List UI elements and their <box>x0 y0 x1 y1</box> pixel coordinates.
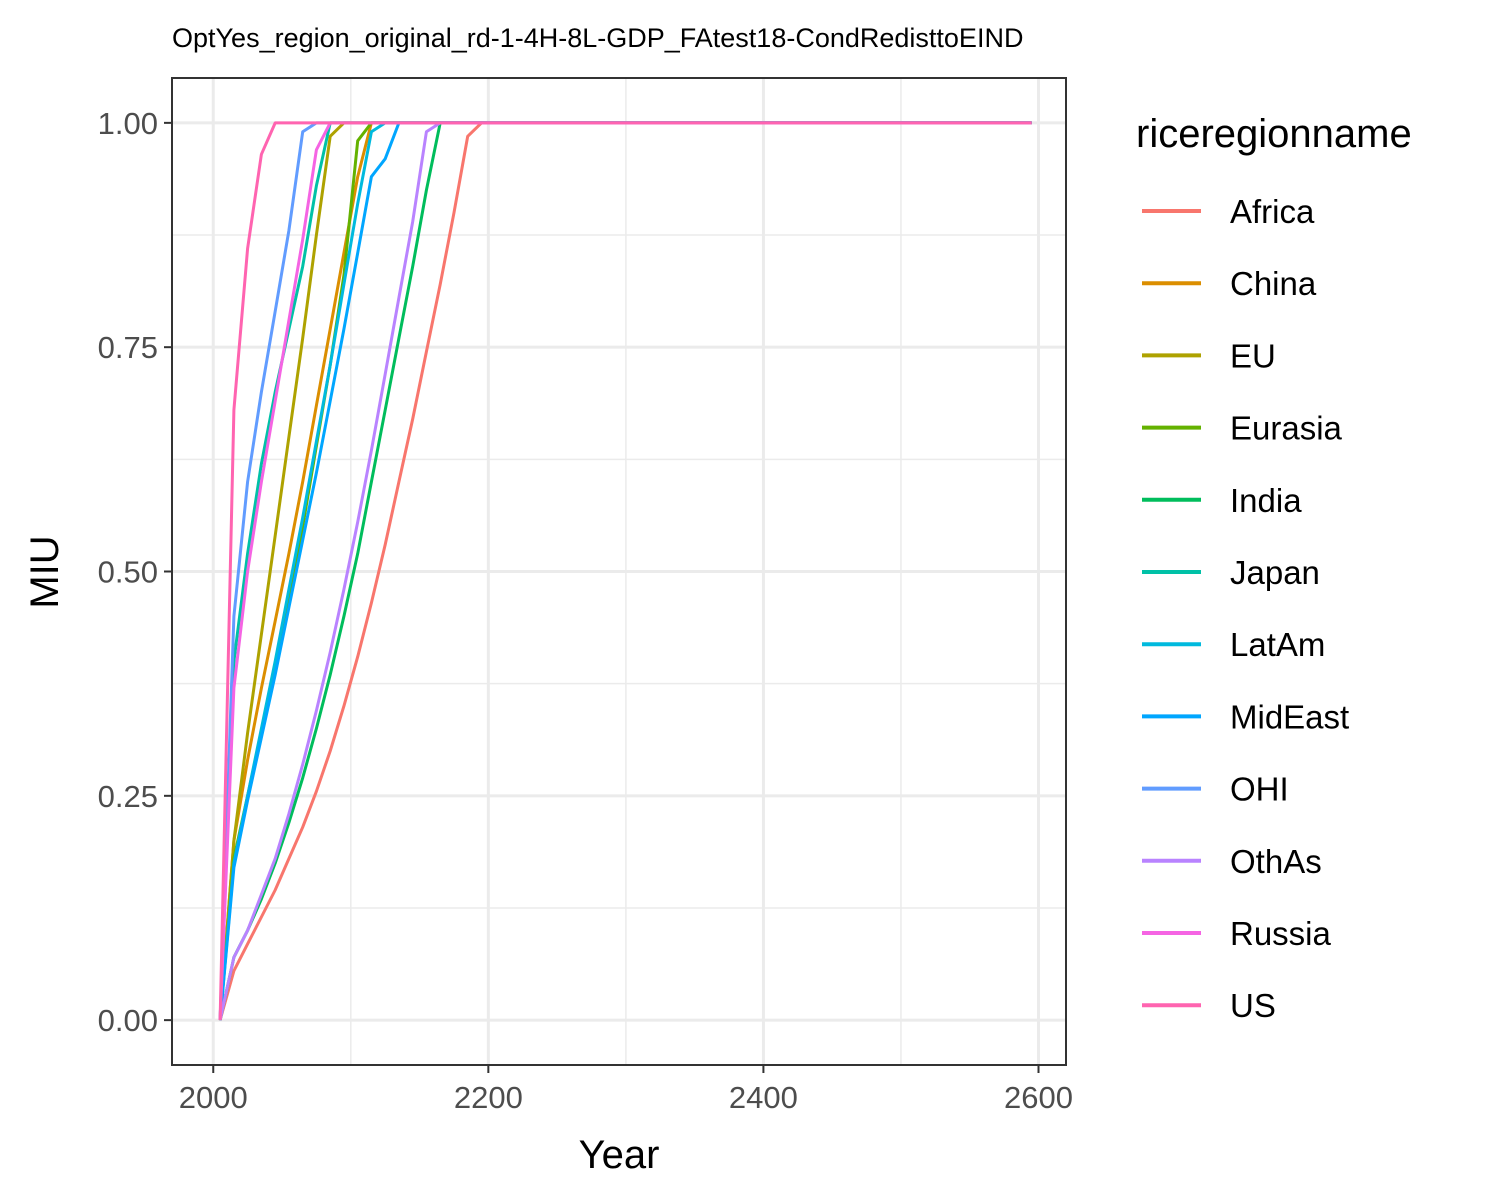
legend-item-china: China <box>1142 265 1317 302</box>
x-tick-label: 2000 <box>179 1080 248 1115</box>
y-axis: 0.00 0.25 0.50 0.75 1.00 <box>98 106 172 1038</box>
legend-item-india: India <box>1142 482 1302 519</box>
series-line-othas <box>218 121 1032 1021</box>
legend-label: EU <box>1230 337 1276 374</box>
legend-label: Russia <box>1230 915 1332 952</box>
legend-item-latam: LatAm <box>1142 626 1325 663</box>
legend-label: Eurasia <box>1230 410 1343 447</box>
x-tick-label: 2200 <box>454 1080 523 1115</box>
y-tick-label: 0.75 <box>98 330 158 365</box>
y-tick-label: 0.50 <box>98 555 158 590</box>
legend-label: LatAm <box>1230 626 1325 663</box>
series-line-us <box>218 121 1032 1021</box>
legend-label: OthAs <box>1230 843 1322 880</box>
legend-item-russia: Russia <box>1142 915 1332 952</box>
legend-item-eu: EU <box>1142 337 1276 374</box>
y-tick-label: 0.00 <box>98 1003 158 1038</box>
series-line-russia <box>218 121 1032 1021</box>
legend-item-ohi: OHI <box>1142 771 1289 808</box>
legend: Africa China EU Eurasia India Japan LatAm MidEa… <box>1142 193 1349 1024</box>
legend-label: OHI <box>1230 771 1289 808</box>
legend-item-japan: Japan <box>1142 554 1320 591</box>
legend-title: riceregionname <box>1136 112 1412 156</box>
x-axis-title: Year <box>579 1133 660 1177</box>
legend-item-eurasia: Eurasia <box>1142 410 1343 447</box>
y-tick-label: 0.25 <box>98 779 158 814</box>
legend-item-africa: Africa <box>1142 193 1315 230</box>
y-tick-label: 1.00 <box>98 106 158 141</box>
series-line-africa <box>218 121 1032 1021</box>
series-line-mideast <box>218 121 1032 1021</box>
y-axis-title: MIU <box>23 535 67 608</box>
legend-label: China <box>1230 265 1317 302</box>
legend-label: US <box>1230 987 1276 1024</box>
chart-title: OptYes_region_original_rd-1-4H-8L-GDP_FA… <box>172 23 1023 53</box>
grid-major-lines <box>172 78 1066 1065</box>
series-line-eu <box>218 121 1032 1021</box>
legend-item-us: US <box>1142 987 1276 1024</box>
x-tick-label: 2600 <box>1004 1080 1073 1115</box>
legend-label: Africa <box>1230 193 1315 230</box>
series-lines <box>218 121 1032 1021</box>
x-tick-label: 2400 <box>729 1080 798 1115</box>
series-line-china <box>218 121 1032 1021</box>
legend-label: MidEast <box>1230 698 1349 735</box>
legend-item-mideast: MidEast <box>1142 698 1349 735</box>
legend-item-othas: OthAs <box>1142 843 1322 880</box>
legend-label: Japan <box>1230 554 1320 591</box>
x-axis: 2000 2200 2400 2600 <box>179 1065 1073 1115</box>
series-line-ohi <box>218 121 1032 1021</box>
legend-label: India <box>1230 482 1302 519</box>
